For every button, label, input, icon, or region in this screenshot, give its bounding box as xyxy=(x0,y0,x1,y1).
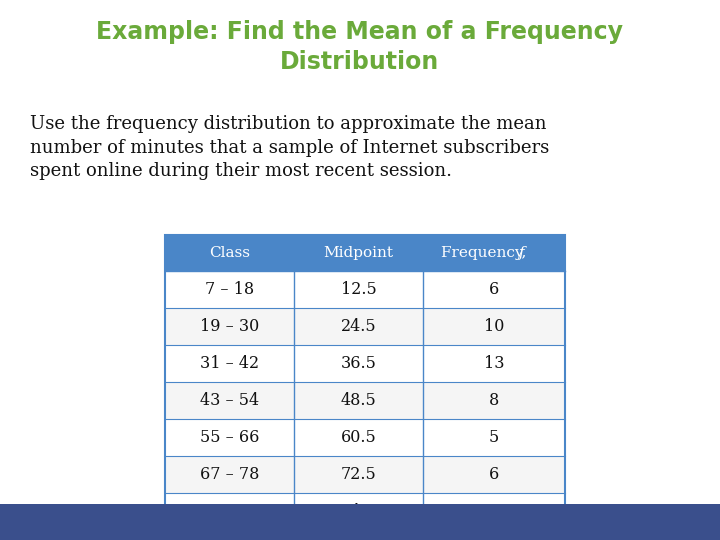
Text: f: f xyxy=(519,246,525,260)
Text: 48.5: 48.5 xyxy=(341,392,377,409)
Text: 2: 2 xyxy=(489,503,499,520)
Text: 12.5: 12.5 xyxy=(341,281,377,298)
Text: 5: 5 xyxy=(489,429,499,446)
Text: 8: 8 xyxy=(489,392,499,409)
Text: PEARSON: PEARSON xyxy=(577,511,703,533)
Text: ALWAYS LEARNING: ALWAYS LEARNING xyxy=(14,517,131,527)
Text: 79 – 90: 79 – 90 xyxy=(200,503,259,520)
Text: 31 – 42: 31 – 42 xyxy=(200,355,259,372)
Text: Example: Find the Mean of a Frequency
Distribution: Example: Find the Mean of a Frequency Di… xyxy=(96,20,624,73)
Bar xyxy=(165,456,565,493)
Bar xyxy=(165,271,565,308)
Text: Midpoint: Midpoint xyxy=(323,246,394,260)
Bar xyxy=(165,419,565,456)
Text: Frequency,: Frequency, xyxy=(441,246,531,260)
Text: 36.5: 36.5 xyxy=(341,355,377,372)
Text: Use the frequency distribution to approximate the mean
number of minutes that a : Use the frequency distribution to approx… xyxy=(30,115,549,180)
Text: 114: 114 xyxy=(683,516,706,529)
Text: 84.5: 84.5 xyxy=(341,503,377,520)
Bar xyxy=(165,235,565,530)
Text: 67 – 78: 67 – 78 xyxy=(200,466,259,483)
Text: 43 – 54: 43 – 54 xyxy=(200,392,259,409)
Bar xyxy=(0,504,720,540)
Text: 6: 6 xyxy=(489,466,499,483)
Bar xyxy=(165,382,565,419)
Text: 19 – 30: 19 – 30 xyxy=(200,318,259,335)
Text: 7 – 18: 7 – 18 xyxy=(205,281,254,298)
Text: 6: 6 xyxy=(489,281,499,298)
Text: 10: 10 xyxy=(484,318,504,335)
Bar xyxy=(165,493,565,530)
Text: 72.5: 72.5 xyxy=(341,466,377,483)
Text: 24.5: 24.5 xyxy=(341,318,377,335)
Bar xyxy=(165,308,565,345)
Text: 13: 13 xyxy=(484,355,504,372)
Bar xyxy=(165,345,565,382)
Text: Class: Class xyxy=(209,246,250,260)
Text: 55 – 66: 55 – 66 xyxy=(200,429,259,446)
Text: Copyright © 2015, 2012, and 2009 Pearson Education, Inc.: Copyright © 2015, 2012, and 2009 Pearson… xyxy=(215,517,505,527)
Text: 60.5: 60.5 xyxy=(341,429,377,446)
Bar xyxy=(165,235,565,271)
